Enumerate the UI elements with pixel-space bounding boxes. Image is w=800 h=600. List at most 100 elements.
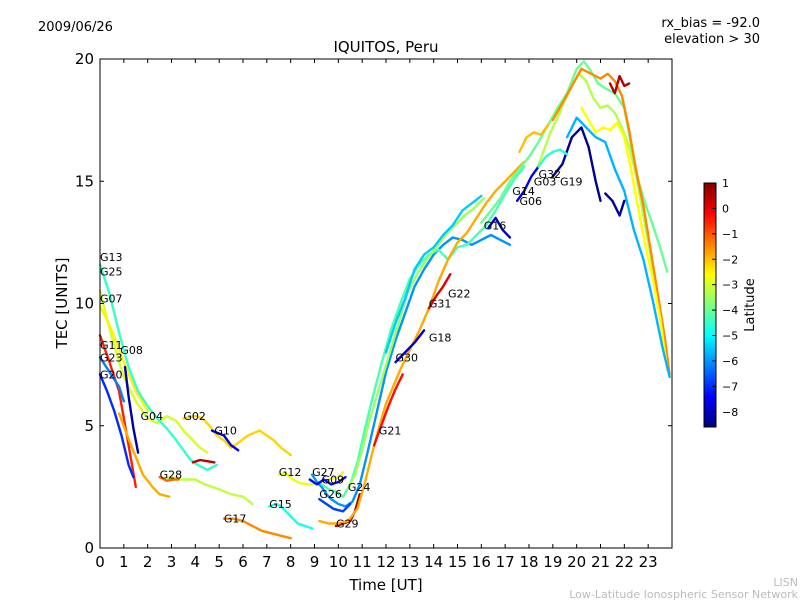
axis-ticks: 0 1 2 3 4 5 6 7 8 9 10 11 12 13 14 15 16 17 18 19 20 21 22 2305… <box>75 50 672 571</box>
satellite-label: G30 <box>396 351 419 364</box>
x-tick-label: 23 <box>639 553 658 571</box>
satellite-label: G24 <box>348 481 371 494</box>
x-tick-label: 11 <box>353 553 372 571</box>
series-layer <box>98 60 671 540</box>
satellite-label: G29 <box>336 518 359 531</box>
watermark-lisn: LISN <box>773 576 798 589</box>
tec-series-20 <box>372 373 404 447</box>
tec-series-16 <box>318 497 352 513</box>
x-tick-label: 9 <box>310 553 320 571</box>
tec-series-26 <box>551 67 671 376</box>
x-axis-label: Time [UT] <box>348 576 422 594</box>
x-tick-label: 13 <box>400 553 419 571</box>
colorbar-tick-label: −3 <box>722 279 738 292</box>
tec-series-12 <box>268 502 314 530</box>
tec-series-5 <box>98 356 125 403</box>
satellite-label: G04 <box>141 410 164 423</box>
tec-series-23 <box>427 273 452 310</box>
tec-series-14 <box>310 233 512 508</box>
y-tick-label: 10 <box>75 295 94 313</box>
satellite-label: G20 <box>100 368 123 381</box>
tec-series-37 <box>210 429 240 452</box>
satellite-label: G16 <box>484 219 507 232</box>
y-tick-label: 0 <box>84 539 94 557</box>
tec-series-1 <box>98 304 149 413</box>
chart-title: IQUITOS, Peru <box>333 38 438 56</box>
x-tick-label: 4 <box>191 553 201 571</box>
x-tick-label: 22 <box>615 553 634 571</box>
satellite-label: G25 <box>100 266 123 279</box>
tec-series-9 <box>182 414 292 457</box>
tec-series-21 <box>394 329 426 364</box>
x-tick-label: 10 <box>329 553 348 571</box>
tec-series-28 <box>580 106 669 371</box>
satellite-label: G06 <box>520 195 543 208</box>
x-tick-label: 20 <box>567 553 586 571</box>
satellite-label: G23 <box>100 351 123 364</box>
tec-series-2 <box>98 334 137 489</box>
x-tick-label: 16 <box>472 553 491 571</box>
x-tick-label: 3 <box>167 553 177 571</box>
y-axis-label: TEC [UNITS] <box>53 258 71 350</box>
tec-series-25 <box>535 72 666 349</box>
satellite-label: G27 <box>312 466 335 479</box>
x-tick-label: 6 <box>238 553 248 571</box>
x-tick-label: 2 <box>143 553 153 571</box>
y-tick-label: 5 <box>84 417 94 435</box>
satellite-label: G09 <box>322 474 345 487</box>
tec-series-4 <box>98 263 218 471</box>
colorbar-tick-label: −4 <box>722 304 738 317</box>
satellite-label: G12 <box>279 466 302 479</box>
colorbar-tick-label: 0 <box>722 202 729 215</box>
tec-series-34 <box>518 123 550 154</box>
tec-series-24 <box>480 60 669 273</box>
x-tick-label: 5 <box>214 553 224 571</box>
colorbar-tick-label: −5 <box>722 330 738 343</box>
satellite-label: G13 <box>100 251 123 264</box>
colorbar-tick-label: −8 <box>722 406 738 419</box>
colorbar-tick-label: 1 <box>722 177 729 190</box>
x-tick-label: 1 <box>119 553 129 571</box>
satellite-label: G18 <box>429 332 452 345</box>
tec-series-17 <box>346 197 485 491</box>
x-tick-label: 19 <box>543 553 562 571</box>
tec-series-31 <box>604 192 626 217</box>
tec-series-10 <box>158 475 180 482</box>
colorbar-ticks: 1 0 −1 −2 −3 −4 −5 −6 −7 −8 <box>712 177 738 419</box>
satellite-label: G26 <box>319 488 342 501</box>
satellite-label: G03 <box>534 175 557 188</box>
satellite-label: G10 <box>214 425 237 438</box>
elevation-label: elevation > 30 <box>664 32 760 47</box>
satellite-label: G21 <box>379 425 402 438</box>
tec-series-0 <box>98 290 209 454</box>
rx-bias-label: rx_bias = -92.0 <box>661 16 760 31</box>
x-tick-label: 17 <box>496 553 515 571</box>
tec-series-30 <box>551 126 602 202</box>
tec-series-3 <box>98 373 135 479</box>
tec-series-11 <box>222 517 292 540</box>
satellite-label: G28 <box>160 469 183 482</box>
tec-series-27 <box>608 74 631 95</box>
tec-series-8 <box>163 475 254 506</box>
x-tick-label: 12 <box>376 553 395 571</box>
colorbar-tick-label: −1 <box>722 228 738 241</box>
tec-series-35 <box>487 216 512 239</box>
satellite-label: G07 <box>100 293 123 306</box>
plot-frame <box>99 58 673 549</box>
x-tick-label: 14 <box>424 553 443 571</box>
tec-series-6 <box>123 365 140 454</box>
colorbar-tick-label: −6 <box>722 355 738 368</box>
satellite-label: G32 <box>539 168 562 181</box>
y-tick-label: 15 <box>75 172 94 190</box>
tec-series-33 <box>537 148 569 168</box>
tec-series-29 <box>565 116 671 379</box>
satellite-label: G11 <box>100 339 123 352</box>
satellite-label: G08 <box>120 344 143 357</box>
satellite-label: G17 <box>224 513 247 526</box>
x-tick-label: 21 <box>591 553 610 571</box>
colorbar: 1 0 −1 −2 −3 −4 −5 −6 −7 −8 Latitude <box>703 177 758 428</box>
tec-series-36 <box>308 475 347 486</box>
satellite-label: G15 <box>269 498 292 511</box>
